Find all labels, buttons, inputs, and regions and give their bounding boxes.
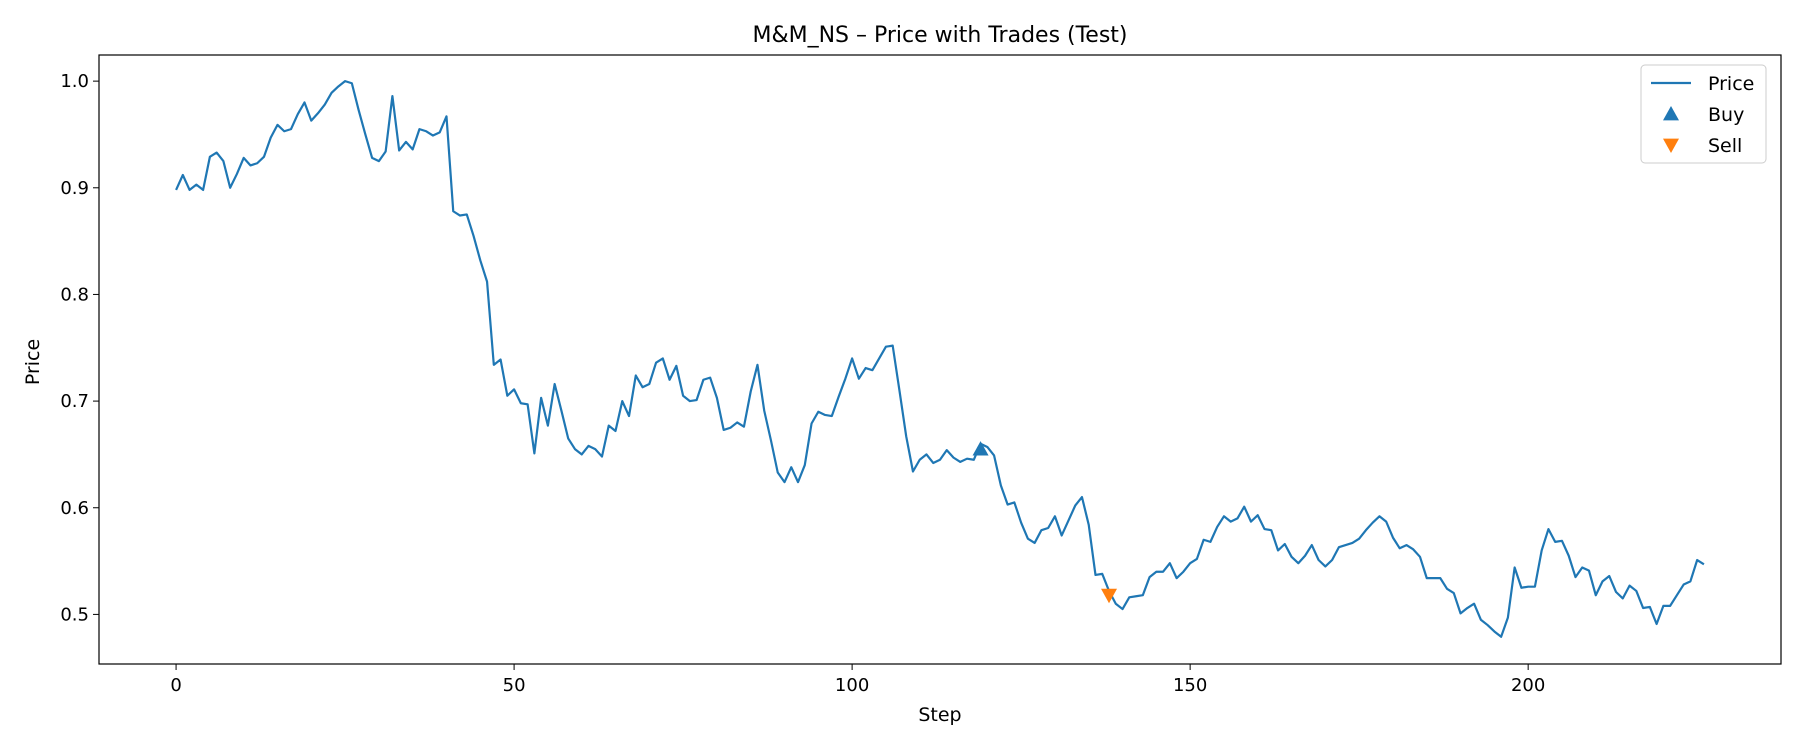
legend: Price Buy Sell: [1640, 64, 1767, 164]
y-tick-label: 1.0: [60, 71, 89, 92]
chart-title: M&M_NS – Price with Trades (Test): [752, 23, 1127, 48]
y-axis-label: Price: [22, 339, 44, 385]
x-axis-ticks: 0 50 100 150 200: [170, 664, 1545, 696]
x-tick-label: 150: [1173, 675, 1207, 696]
legend-sell-swatch: [1663, 138, 1679, 153]
y-tick-label: 0.7: [60, 391, 89, 412]
plot-frame: [98, 54, 1782, 665]
buy-marker: [972, 441, 989, 456]
legend-sell-label: Sell: [1708, 135, 1742, 157]
legend-price-label: Price: [1708, 73, 1754, 95]
legend-buy-label: Buy: [1708, 104, 1744, 126]
plot-area: [175, 80, 1705, 638]
sell-marker: [1101, 588, 1118, 604]
y-axis-ticks: 0.5 0.6 0.7 0.8 0.9 1.0: [60, 71, 99, 625]
legend-box: [1640, 64, 1767, 164]
x-tick-label: 100: [835, 675, 869, 696]
legend-buy-swatch: [1663, 106, 1679, 121]
price-line: [175, 80, 1705, 638]
y-tick-label: 0.8: [60, 284, 89, 305]
y-tick-label: 0.5: [60, 604, 89, 625]
x-tick-label: 200: [1511, 675, 1545, 696]
x-tick-label: 0: [170, 675, 181, 696]
y-tick-label: 0.9: [60, 178, 89, 199]
x-axis-label: Step: [918, 704, 961, 726]
x-tick-label: 50: [503, 675, 526, 696]
y-tick-label: 0.6: [60, 498, 89, 519]
